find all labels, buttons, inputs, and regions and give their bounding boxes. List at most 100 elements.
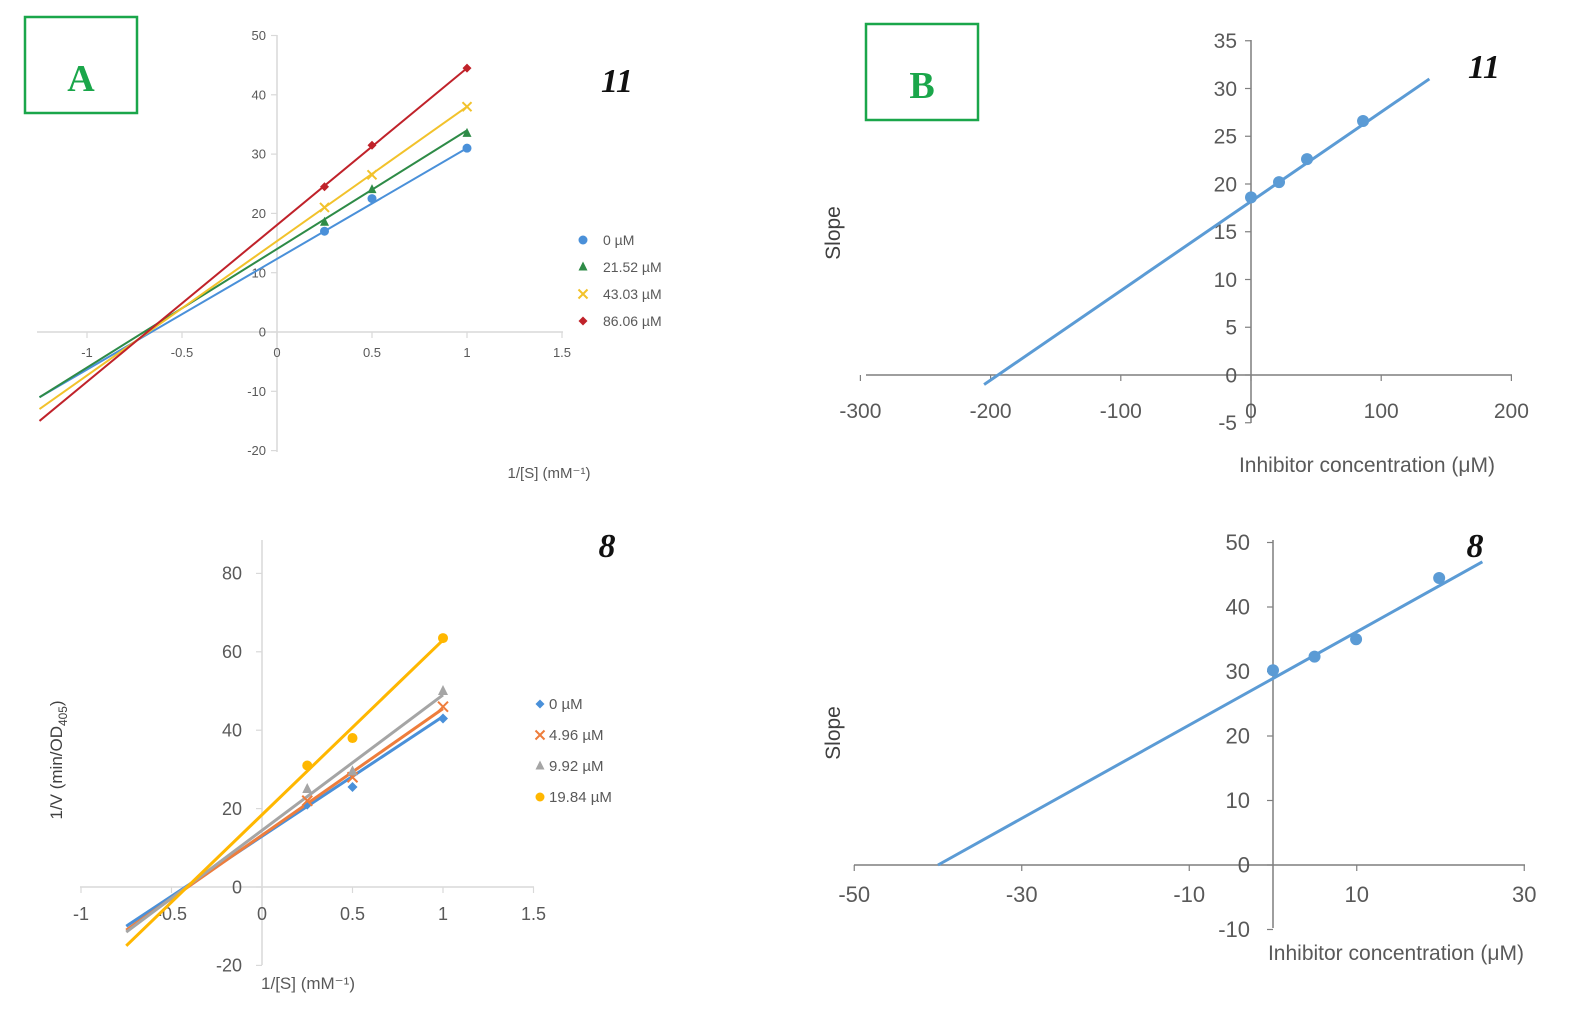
legend-label: 0 µM xyxy=(549,696,583,713)
data-point xyxy=(1350,633,1363,646)
fit-line xyxy=(125,638,445,947)
y-tick-label: 0 xyxy=(1238,853,1250,878)
legend-marker xyxy=(578,261,588,271)
legend-marker xyxy=(535,792,545,802)
legend-marker xyxy=(535,699,545,709)
x-tick-label: 1 xyxy=(463,345,470,360)
fit-line xyxy=(38,105,468,410)
y-tick-label: 20 xyxy=(1214,173,1237,196)
y-tick-label: 15 xyxy=(1214,221,1237,244)
data-point xyxy=(319,202,330,213)
data-point xyxy=(462,143,472,153)
y-tick-label: 0 xyxy=(232,877,242,897)
data-point xyxy=(366,169,378,181)
data-point xyxy=(438,713,448,724)
compound-number: 8 xyxy=(1467,528,1484,565)
y-axis-label: Slope xyxy=(822,206,845,260)
data-point xyxy=(1301,153,1314,166)
y-tick-label: 60 xyxy=(222,642,242,662)
fit-line xyxy=(983,77,1431,386)
x-tick-label: -30 xyxy=(1006,882,1038,907)
data-point xyxy=(367,184,377,194)
data-point xyxy=(1267,664,1279,677)
y-tick-label: 35 xyxy=(1214,30,1237,53)
x-tick-label: -300 xyxy=(839,400,881,423)
y-tick-label: 30 xyxy=(1214,78,1237,101)
panel-b-label: B xyxy=(909,65,934,107)
data-point xyxy=(367,140,377,150)
data-point xyxy=(438,685,448,695)
x-tick-label: 0.5 xyxy=(363,345,381,360)
y-tick-label: 50 xyxy=(252,28,266,43)
legend-marker xyxy=(535,760,545,770)
chart-panel-b-compound-8: -50 -30 -10 10 30 -10 0 10 20 30 40 50 8 Inhibitor co… xyxy=(822,528,1536,965)
x-tick-label: -0.5 xyxy=(171,345,193,360)
data-point xyxy=(438,633,448,644)
data-point xyxy=(437,700,449,713)
data-point xyxy=(1273,176,1286,189)
x-tick-label: 100 xyxy=(1364,400,1399,423)
data-point xyxy=(347,765,358,776)
legend-label: 19.84 µM xyxy=(549,789,612,806)
y-tick-label: 5 xyxy=(1225,317,1237,340)
y-axis-label: Slope xyxy=(822,706,845,760)
compound-number: 11 xyxy=(1468,49,1500,86)
y-tick-label: 40 xyxy=(1226,595,1250,620)
data-point xyxy=(462,127,472,137)
y-tick-label: 30 xyxy=(1226,659,1250,684)
legend-marker xyxy=(578,235,588,245)
legend-marker xyxy=(577,288,589,300)
x-tick-label: 0 xyxy=(257,904,267,924)
fit-line xyxy=(38,147,468,399)
y-tick-label: 25 xyxy=(1214,126,1237,149)
x-tick-label: -1 xyxy=(81,345,93,360)
legend-marker xyxy=(534,729,546,741)
y-tick-label: 20 xyxy=(1226,724,1250,749)
data-point xyxy=(462,63,472,73)
data-point xyxy=(302,760,313,771)
y-tick-label: 30 xyxy=(252,147,266,162)
y-tick-label: 40 xyxy=(222,721,242,741)
y-tick-label: 10 xyxy=(252,265,266,280)
fit-line xyxy=(937,560,1484,867)
legend-label: 43.03 µM xyxy=(603,286,662,302)
fit-line xyxy=(38,67,468,422)
x-tick-label: -200 xyxy=(970,400,1012,423)
x-tick-label: -1 xyxy=(73,904,89,924)
y-tick-label: 50 xyxy=(1226,530,1250,555)
x-tick-label: 1 xyxy=(438,904,448,924)
x-tick-label: 200 xyxy=(1494,400,1529,423)
y-axis-label: 1/V (min/OD405) xyxy=(47,700,70,819)
y-tick-label: 40 xyxy=(252,87,266,102)
data-point xyxy=(1357,114,1370,127)
fit-line xyxy=(125,693,444,934)
x-tick-label: -10 xyxy=(1173,882,1205,907)
compound-number: 8 xyxy=(599,528,616,565)
fit-line xyxy=(38,129,468,399)
x-axis-label: Inhibitor concentration (μM) xyxy=(1239,454,1495,477)
x-tick-label: 0 xyxy=(1245,400,1257,423)
data-point xyxy=(1245,191,1257,204)
y-tick-label: -10 xyxy=(1218,917,1250,942)
panel-a-label: A xyxy=(67,58,95,100)
data-point xyxy=(302,783,313,793)
chart-panel-a-compound-11: -1 -0.5 0 0.5 1 1.5 -20 -10 0 10 20 30 40 50 11 1/[S] (… xyxy=(37,28,662,482)
x-axis-label: 1/[S] (mM⁻¹) xyxy=(508,465,591,482)
data-point xyxy=(320,226,329,236)
y-tick-label: 20 xyxy=(252,206,266,221)
data-point xyxy=(1308,650,1321,663)
legend-label: 0 µM xyxy=(603,232,634,248)
legend-label: 4.96 µM xyxy=(549,727,604,744)
x-tick-label: 0.5 xyxy=(340,904,365,924)
y-tick-label: 0 xyxy=(259,325,266,340)
x-tick-label: 0 xyxy=(273,345,280,360)
x-tick-label: 10 xyxy=(1345,882,1369,907)
x-tick-label: -50 xyxy=(838,882,870,907)
y-tick-label: -20 xyxy=(216,956,242,976)
y-tick-label: -20 xyxy=(247,443,266,458)
panel-b-box xyxy=(864,22,980,122)
compound-number: 11 xyxy=(601,63,633,100)
data-point xyxy=(301,795,313,807)
